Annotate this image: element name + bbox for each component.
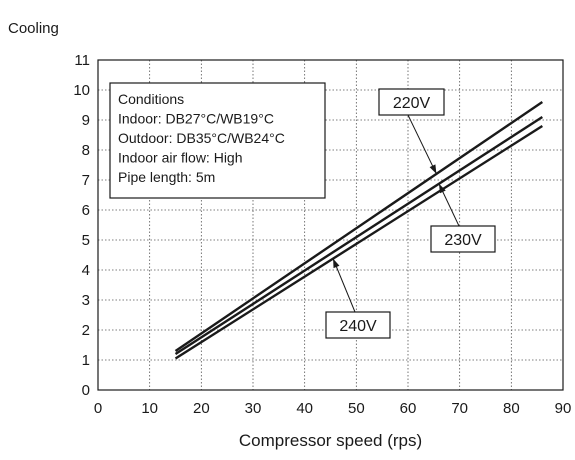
x-tick-label: 0 <box>94 400 102 417</box>
y-tick-label: 5 <box>82 232 90 249</box>
series-label-240v: 240V <box>339 318 377 335</box>
callout-box <box>325 311 391 339</box>
y-tick-label: 8 <box>82 142 90 159</box>
x-tick-label: 50 <box>348 400 365 417</box>
y-tick-label: 0 <box>82 382 90 399</box>
conditions-line: Conditions <box>118 91 184 107</box>
conditions-line: Pipe length: 5m <box>118 169 215 185</box>
x-tick-label: 30 <box>245 400 262 417</box>
y-tick-label: 7 <box>82 172 90 189</box>
series-label-230v: 230V <box>444 232 482 249</box>
series-line-240v <box>174 124 543 360</box>
y-tick-label: 11 <box>74 52 90 69</box>
callout-leader <box>332 258 356 313</box>
y-tick-label: 2 <box>82 322 90 339</box>
x-tick-label: 60 <box>400 400 417 417</box>
series-layer <box>174 101 544 360</box>
callout-box <box>378 88 445 116</box>
series-line-220v <box>174 101 544 352</box>
x-tick-label: 20 <box>193 400 210 417</box>
callout-arrowhead <box>429 164 437 174</box>
x-tick-label: 90 <box>555 400 572 417</box>
conditions-frame <box>109 82 326 199</box>
conditions-box: Conditions Indoor: DB27°C/WB19°C Outdoor: … <box>109 82 326 199</box>
series-label-220v: 220V <box>393 95 431 112</box>
y-tick-label: 9 <box>82 112 90 129</box>
plot-frame <box>97 59 564 391</box>
conditions-line: Indoor: DB27°C/WB19°C <box>118 111 274 127</box>
y-tick-label: 1 <box>82 352 90 369</box>
page-title: Cooling <box>8 20 59 37</box>
x-tick-label: 80 <box>503 400 520 417</box>
callout-leader <box>407 114 437 175</box>
y-tick-label: 6 <box>82 202 90 219</box>
x-tick-label: 70 <box>451 400 468 417</box>
x-axis-label: Compressor speed (rps) <box>239 431 422 450</box>
series-callouts: 220V 230V 240V <box>325 88 496 339</box>
conditions-line: Indoor air flow: High <box>118 150 243 166</box>
series-line-230v <box>174 115 543 356</box>
y-tick-label: 4 <box>82 262 90 279</box>
y-tick-label: 3 <box>82 292 90 309</box>
x-tick-label: 10 <box>141 400 158 417</box>
callout-arrowhead <box>333 258 340 269</box>
callout-arrowhead <box>439 183 446 194</box>
callout-box <box>430 225 496 253</box>
tick-labels: 0 10 20 30 40 50 60 70 80 90 0 1 2 3 4 5 6 7 8 9 10 11 <box>73 52 571 417</box>
conditions-line: Outdoor: DB35°C/WB24°C <box>118 130 285 146</box>
y-tick-label: 10 <box>73 82 90 99</box>
x-tick-label: 40 <box>296 400 313 417</box>
